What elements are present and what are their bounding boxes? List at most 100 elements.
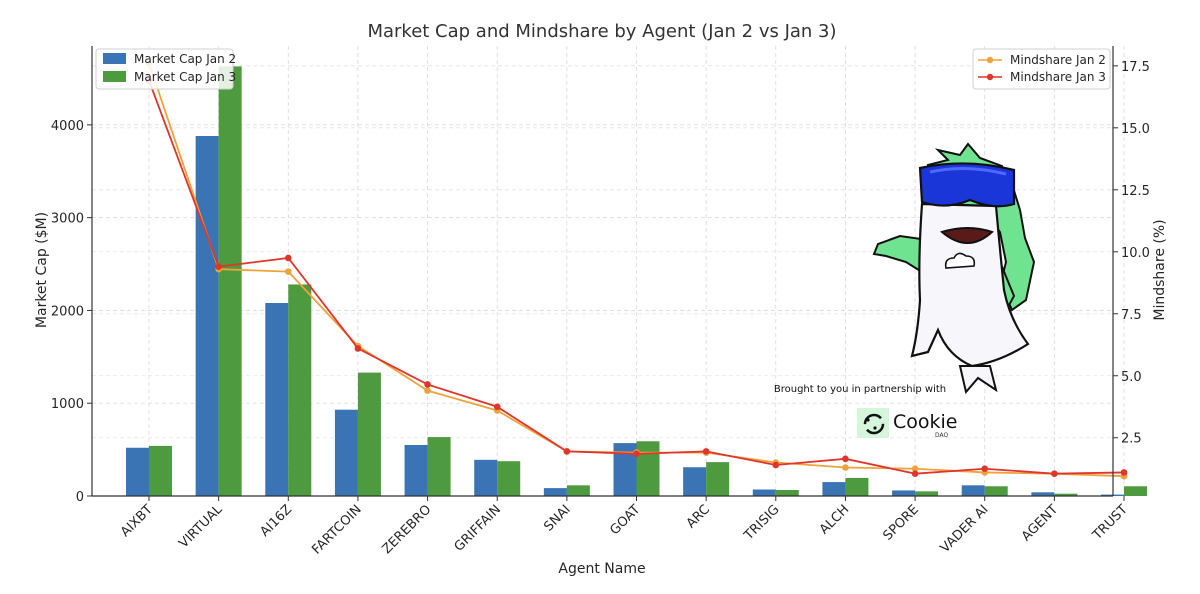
x-tick-label: AGENT [1019,502,1061,544]
point-jan3-goat [633,450,640,458]
bar-jan3-spore [915,491,939,496]
x-tick-label: ALCH [817,502,852,537]
bar-jan3-griffain [497,461,521,496]
point-jan3-virtual [215,263,222,270]
point-jan3-trisig [772,461,780,469]
x-tick-label: ZEREBRO [380,502,435,557]
bar-jan3-agent [1054,493,1078,496]
bar-jan3-alch [845,477,869,496]
y2-tick-label: 7.5 [1121,308,1142,323]
axes [91,46,1114,497]
point-jan3-trust [1120,469,1128,476]
bar-jan2-aixbt [126,447,149,496]
right-axis-ticks: 2.5 5.0 7.5 10.0 12.5 15.0 17.5 [1113,60,1150,447]
point-jan2-spore [911,465,919,473]
point-jan3-agent [1051,470,1058,477]
legend-swatch-mcap-jan3 [103,71,126,82]
x-axis-ticks: AIXBT VIRTUAL AI16Z FARTCOIN ZEREBRO GRIFFAIN… [118,496,1131,558]
bar-jan2-spore [892,490,916,496]
legend-swatch-mcap-jan2 [103,53,126,64]
legend-label-mcap-jan3: Market Cap Jan 3 [134,70,236,84]
bar-jan3-snai [566,485,590,496]
y-tick-label: 1000 [51,397,84,412]
point-jan3-alch [842,455,849,463]
legend-left: Market Cap Jan 2 Market Cap Jan 3 [95,48,236,90]
x-tick-label: SPORE [880,502,921,543]
bar-jan2-griffain [474,459,498,496]
x-tick-label: VADER AI [938,502,992,556]
x-tick-label: SNAI [541,502,573,534]
logo-sub: DAO [935,432,949,439]
point-jan3-fartcoin [354,345,362,352]
bar-jan2-alch [822,482,846,496]
point-jan3-griffain [493,403,501,411]
y-axis-title: Market Cap ($M) [34,212,50,328]
point-jan3-zerebro [424,381,431,388]
legend-label-mcap-jan2: Market Cap Jan 2 [134,52,236,66]
x-tick-label: AI16Z [258,502,296,540]
bar-jan2-zerebro [404,444,428,496]
bar-jan2-fartcoin [334,409,358,496]
point-jan3-arc [702,448,710,455]
x-tick-label: GOAT [607,502,643,538]
legend-marker-mindshare-jan3 [986,73,994,81]
point-jan2-alch [842,464,849,471]
bar-jan3-fartcoin [357,372,381,496]
point-jan3-ai16z [284,254,292,262]
y2-tick-label: 17.5 [1121,60,1150,75]
left-axis-ticks: 0 1000 2000 3000 4000 [51,119,92,505]
x-tick-label: ARC [684,502,713,531]
y-tick-label: 4000 [51,119,84,134]
line-series [145,60,1128,480]
bar-jan2-goat [613,443,637,496]
chart-title: Market Cap and Mindshare by Agent (Jan 2… [367,21,836,42]
x-tick-label: AIXBT [118,502,156,540]
bar-jan3-arc [706,462,730,496]
point-jan3-spore [911,470,919,477]
y2-axis-title: Mindshare (%) [1152,219,1168,320]
bar-jan2-snai [543,488,567,496]
y-tick-label: 2000 [51,304,84,319]
bar-series [126,66,1147,497]
bar-jan3-vader-ai [984,486,1008,496]
x-tick-label: FARTCOIN [309,502,364,557]
point-jan2-ai16z [284,268,292,275]
y2-tick-label: 10.0 [1121,246,1150,261]
bar-jan3-trust [1124,486,1147,496]
y2-tick-label: 12.5 [1121,184,1150,199]
bar-jan3-zerebro [427,437,451,496]
legend-label-mindshare-jan3: Mindshare Jan 3 [1010,70,1106,84]
bar-jan3-goat [636,441,660,496]
x-tick-label: VIRTUAL [176,502,226,552]
bar-jan3-ai16z [288,284,312,496]
bar-jan2-ai16z [265,303,289,496]
y2-tick-label: 2.5 [1121,432,1142,447]
bar-jan3-aixbt [149,445,172,496]
bar-jan2-virtual [195,136,219,496]
bar-jan2-arc [683,467,707,496]
logo-name: Cookie [893,411,958,433]
x-tick-label: TRISIG [741,502,783,544]
legend-marker-mindshare-jan2 [986,56,994,64]
x-tick-label: TRUST [1089,502,1131,544]
point-jan2-zerebro [424,387,431,394]
y-tick-label: 3000 [51,212,84,227]
mascot-illustration [872,142,1036,395]
bar-jan3-virtual [218,66,242,497]
y2-tick-label: 5.0 [1121,370,1142,385]
legend-right: Mindshare Jan 2 Mindshare Jan 3 [972,48,1111,90]
y2-tick-label: 15.0 [1121,122,1150,137]
legend-label-mindshare-jan2: Mindshare Jan 2 [1010,53,1106,67]
bar-jan3-trisig [775,489,799,496]
x-axis-title: Agent Name [558,561,645,577]
bar-jan2-vader-ai [961,485,985,496]
bar-jan2-trisig [752,489,776,496]
point-jan3-vader-ai [981,465,989,473]
credit-tagline: Brought to you in partnership with [774,384,946,395]
x-tick-label: GRIFFAIN [452,502,504,554]
bar-jan2-agent [1031,492,1055,496]
point-jan3-snai [563,448,571,455]
y-tick-label: 0 [76,490,84,505]
cookie-dao-logo: Cookie DAO [857,408,958,439]
